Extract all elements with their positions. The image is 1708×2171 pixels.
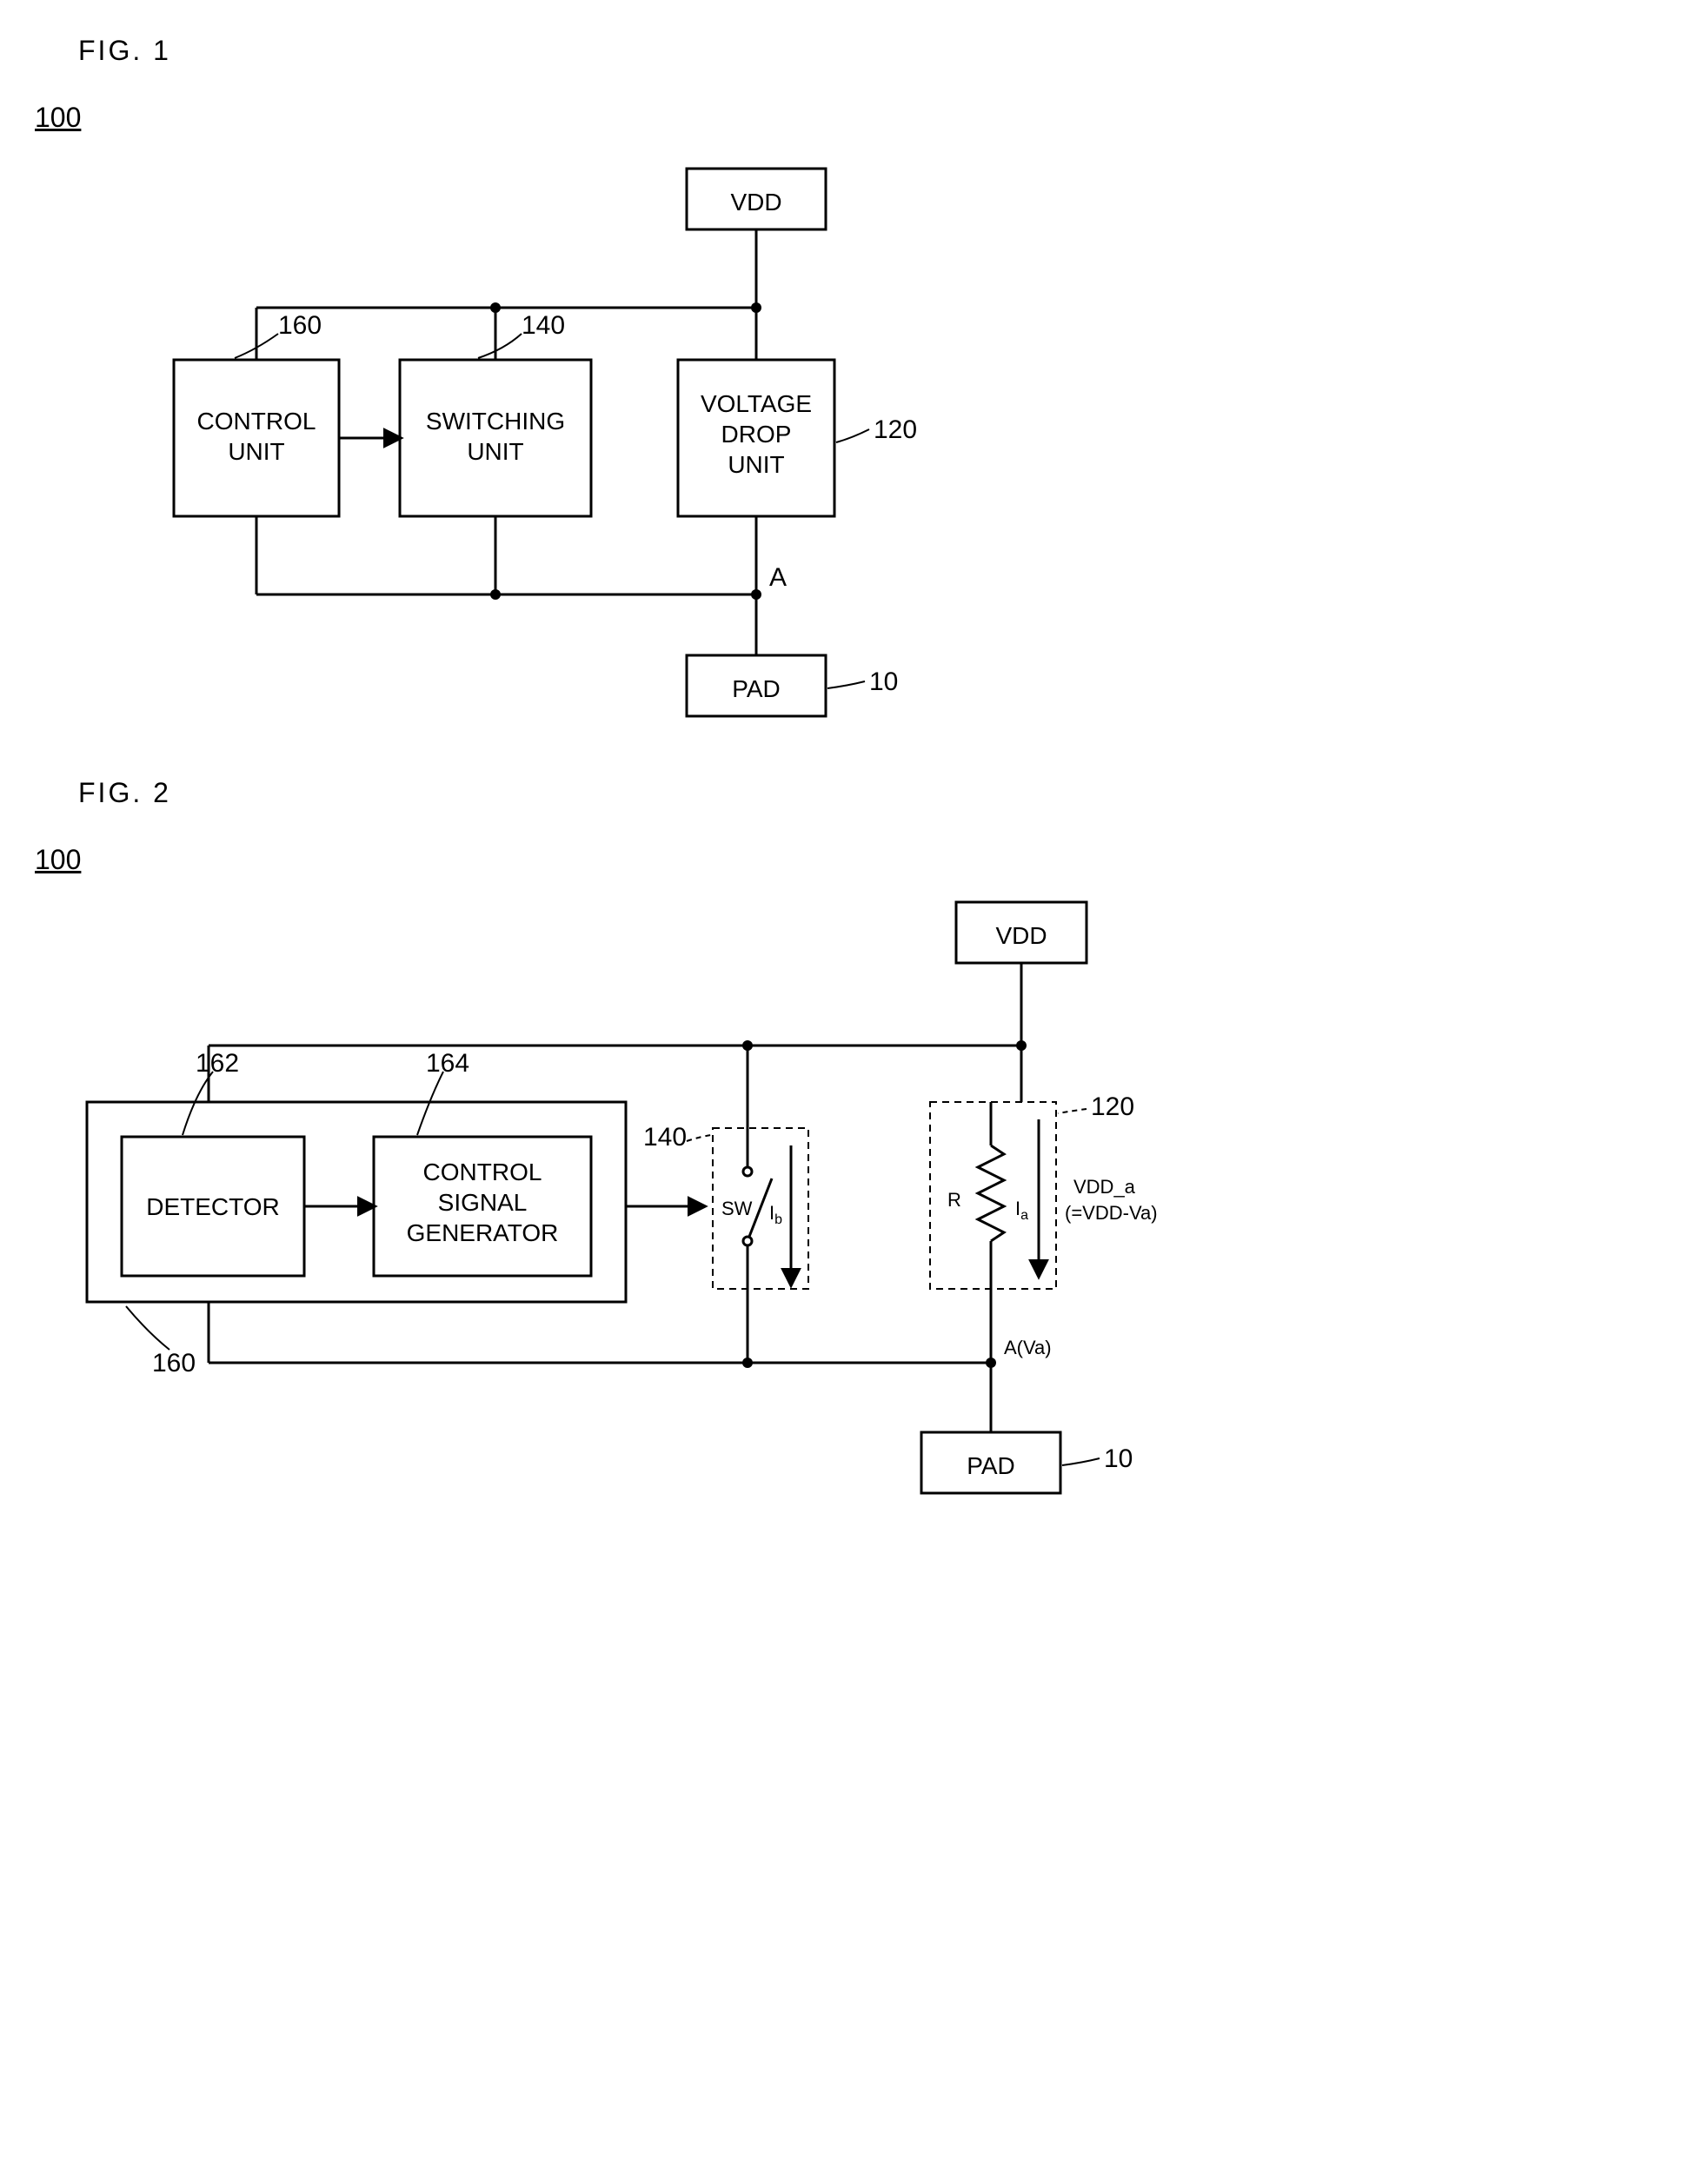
switching-unit-l1: SWITCHING — [426, 408, 565, 435]
csg-l3: GENERATOR — [407, 1219, 559, 1246]
fig1-ref: 100 — [35, 102, 1252, 134]
sw-label: SW — [721, 1198, 753, 1219]
ref-120: 120 — [874, 415, 917, 444]
voltage-drop-l2: DROP — [721, 421, 792, 448]
ia-label: Ia — [1015, 1198, 1028, 1223]
ref-140-2: 140 — [643, 1123, 687, 1152]
ref-160: 160 — [278, 311, 322, 340]
node-ava: A(Va) — [1004, 1337, 1052, 1358]
csg-l2: SIGNAL — [438, 1189, 528, 1216]
voltage-drop-l1: VOLTAGE — [701, 390, 812, 417]
ref-10: 10 — [869, 667, 898, 696]
fig1-diagram: VDD CONTROL UNIT SWITCHING UNIT VOLTAGE … — [35, 134, 1078, 760]
switching-unit-l2: UNIT — [467, 438, 523, 465]
ref-162: 162 — [196, 1049, 239, 1078]
detector-text: DETECTOR — [146, 1193, 280, 1220]
r-label: R — [947, 1189, 961, 1211]
ib-label: Ib — [769, 1202, 782, 1227]
vdd-text-2: VDD — [995, 922, 1047, 949]
ref-10-2: 10 — [1104, 1444, 1133, 1473]
ref-160-2: 160 — [152, 1349, 196, 1378]
ref-164: 164 — [426, 1049, 469, 1078]
vdd-text: VDD — [730, 189, 781, 216]
voltage-drop-l3: UNIT — [728, 451, 784, 478]
fig1-label: FIG. 1 — [78, 35, 1252, 67]
node-a-label: A — [769, 563, 787, 592]
csg-l1: CONTROL — [423, 1159, 542, 1185]
control-unit-l2: UNIT — [228, 438, 284, 465]
fig2-label: FIG. 2 — [78, 777, 1252, 809]
pad-text: PAD — [732, 675, 781, 702]
ref-120-2: 120 — [1091, 1092, 1134, 1121]
vdda-l1: VDD_a — [1073, 1176, 1136, 1198]
fig2-diagram: VDD DETECTOR CONTROL SIGNAL GENERATOR — [35, 876, 1252, 1537]
vdda-l2: (=VDD-Va) — [1065, 1202, 1158, 1224]
fig2-ref: 100 — [35, 844, 1252, 876]
ref-140: 140 — [522, 311, 565, 340]
control-unit-l1: CONTROL — [197, 408, 316, 435]
pad-text-2: PAD — [967, 1452, 1015, 1479]
